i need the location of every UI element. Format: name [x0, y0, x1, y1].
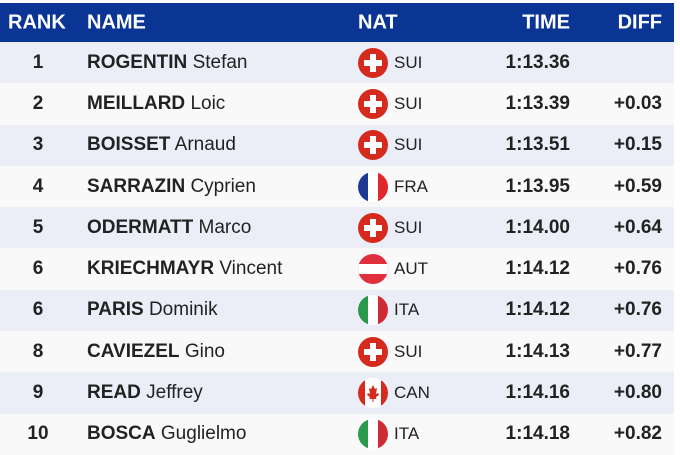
athlete-name[interactable]: ODERMATT Marco: [87, 217, 251, 239]
header-rank: RANK: [8, 11, 66, 33]
last-name: ROGENTIN: [87, 51, 188, 73]
last-name: MEILLARD: [87, 92, 186, 114]
rank: 3: [32, 134, 44, 156]
rank: 6: [32, 258, 44, 280]
table-row: 3 BOISSET Arnaud SUI 1:13.51 +0.15: [0, 124, 674, 166]
results-table: RANK NAME NAT TIME DIFF 1 ROGENTIN Stefa…: [0, 3, 674, 455]
rank: 8: [32, 340, 44, 362]
time: 1:14.12: [505, 299, 570, 321]
first-name: Marco: [198, 216, 252, 238]
last-name: CAVIEZEL: [87, 340, 180, 362]
rank: 2: [32, 92, 44, 114]
austria-flag-icon: [358, 254, 388, 285]
last-name: BOSCA: [87, 423, 156, 445]
switzerland-flag-icon: [358, 88, 388, 119]
athlete-name[interactable]: CAVIEZEL Gino: [87, 341, 225, 363]
athlete-name[interactable]: ROGENTIN Stefan: [87, 52, 248, 74]
first-name: Guglielmo: [160, 423, 247, 445]
header-diff: DIFF: [617, 11, 662, 33]
table-row: 8 CAVIEZEL Gino SUI 1:14.13 +0.77: [0, 331, 674, 373]
rank: 6: [32, 299, 44, 321]
diff: +0.76: [613, 258, 662, 280]
time: 1:14.13: [505, 340, 570, 362]
time: 1:14.00: [505, 216, 570, 238]
italy-flag-icon: [358, 295, 388, 326]
last-name: PARIS: [87, 299, 144, 321]
nation-code: FRA: [394, 176, 428, 196]
table-row: 4 SARRAZIN Cyprien FRA 1:13.95 +0.59: [0, 165, 674, 208]
header-time: TIME: [522, 11, 570, 33]
rank: 4: [32, 175, 44, 197]
header-nat: NAT: [358, 11, 398, 33]
athlete-name[interactable]: BOSCA Guglielmo: [87, 423, 246, 445]
time: 1:14.12: [505, 258, 570, 280]
athlete-name[interactable]: PARIS Dominik: [87, 299, 218, 321]
table-row: 5 ODERMATT Marco SUI 1:14.00 +0.64: [0, 207, 674, 249]
rank: 1: [32, 51, 44, 73]
diff: +0.80: [613, 382, 662, 404]
last-name: KRIECHMAYR: [87, 258, 215, 280]
time: 1:13.95: [505, 175, 570, 197]
first-name: Stefan: [192, 51, 248, 73]
diff: +0.64: [613, 216, 662, 238]
table-row: 9 READ Jeffrey CAN 1:14.16 +0.80: [0, 372, 674, 414]
rank: 10: [27, 423, 49, 445]
last-name: ODERMATT: [87, 216, 194, 238]
diff: +0.77: [613, 340, 662, 362]
france-flag-icon: [358, 171, 388, 202]
athlete-name[interactable]: KRIECHMAYR Vincent: [87, 258, 282, 280]
table-header: RANK NAME NAT TIME DIFF: [0, 3, 674, 42]
first-name: Vincent: [219, 258, 283, 280]
nation-code: SUI: [394, 93, 423, 113]
table-row: 2 MEILLARD Loic SUI 1:13.39 +0.03: [0, 83, 674, 125]
athlete-name[interactable]: MEILLARD Loic: [87, 93, 225, 115]
time: 1:13.39: [505, 92, 570, 114]
athlete-name[interactable]: READ Jeffrey: [87, 382, 203, 404]
switzerland-flag-icon: [358, 212, 388, 243]
nation-code: AUT: [394, 259, 428, 279]
switzerland-flag-icon: [358, 47, 388, 78]
first-name: Loic: [190, 92, 226, 114]
nation-code: SUI: [394, 135, 423, 155]
nation-code: SUI: [394, 217, 423, 237]
nation-code: ITA: [394, 300, 420, 320]
diff: +0.59: [613, 175, 662, 197]
diff: +0.15: [613, 134, 662, 156]
first-name: Gino: [184, 340, 225, 362]
italy-flag-icon: [358, 419, 388, 450]
canada-flag-icon: [358, 378, 388, 409]
time: 1:13.36: [505, 51, 570, 73]
first-name: Arnaud: [174, 134, 236, 156]
diff: +0.76: [613, 299, 662, 321]
first-name: Dominik: [148, 299, 218, 321]
table-row: 6 PARIS Dominik ITA 1:14.12 +0.76: [0, 289, 674, 332]
header-name: NAME: [87, 11, 146, 33]
last-name: SARRAZIN: [87, 175, 186, 197]
nation-code: SUI: [394, 52, 423, 72]
last-name: READ: [87, 382, 141, 404]
table-row: 1 ROGENTIN Stefan SUI 1:13.36: [0, 42, 674, 84]
diff: +0.03: [613, 92, 662, 114]
switzerland-flag-icon: [358, 130, 388, 161]
nation-code: SUI: [394, 341, 423, 361]
athlete-name[interactable]: SARRAZIN Cyprien: [87, 176, 256, 198]
switzerland-flag-icon: [358, 336, 388, 367]
table-row: 10 BOSCA Guglielmo ITA 1:14.18 +0.82: [0, 413, 674, 455]
rank: 5: [32, 216, 44, 238]
rank: 9: [32, 382, 44, 404]
first-name: Jeffrey: [146, 382, 203, 404]
table-row: 6 KRIECHMAYR Vincent AUT 1:14.12 +0.76: [0, 248, 674, 290]
diff: +0.82: [613, 423, 662, 445]
last-name: BOISSET: [87, 134, 171, 156]
time: 1:13.51: [505, 134, 570, 156]
nation-code: ITA: [394, 424, 420, 444]
first-name: Cyprien: [190, 175, 256, 197]
time: 1:14.16: [505, 382, 570, 404]
time: 1:14.18: [505, 423, 570, 445]
athlete-name[interactable]: BOISSET Arnaud: [87, 134, 236, 156]
nation-code: CAN: [394, 383, 430, 403]
